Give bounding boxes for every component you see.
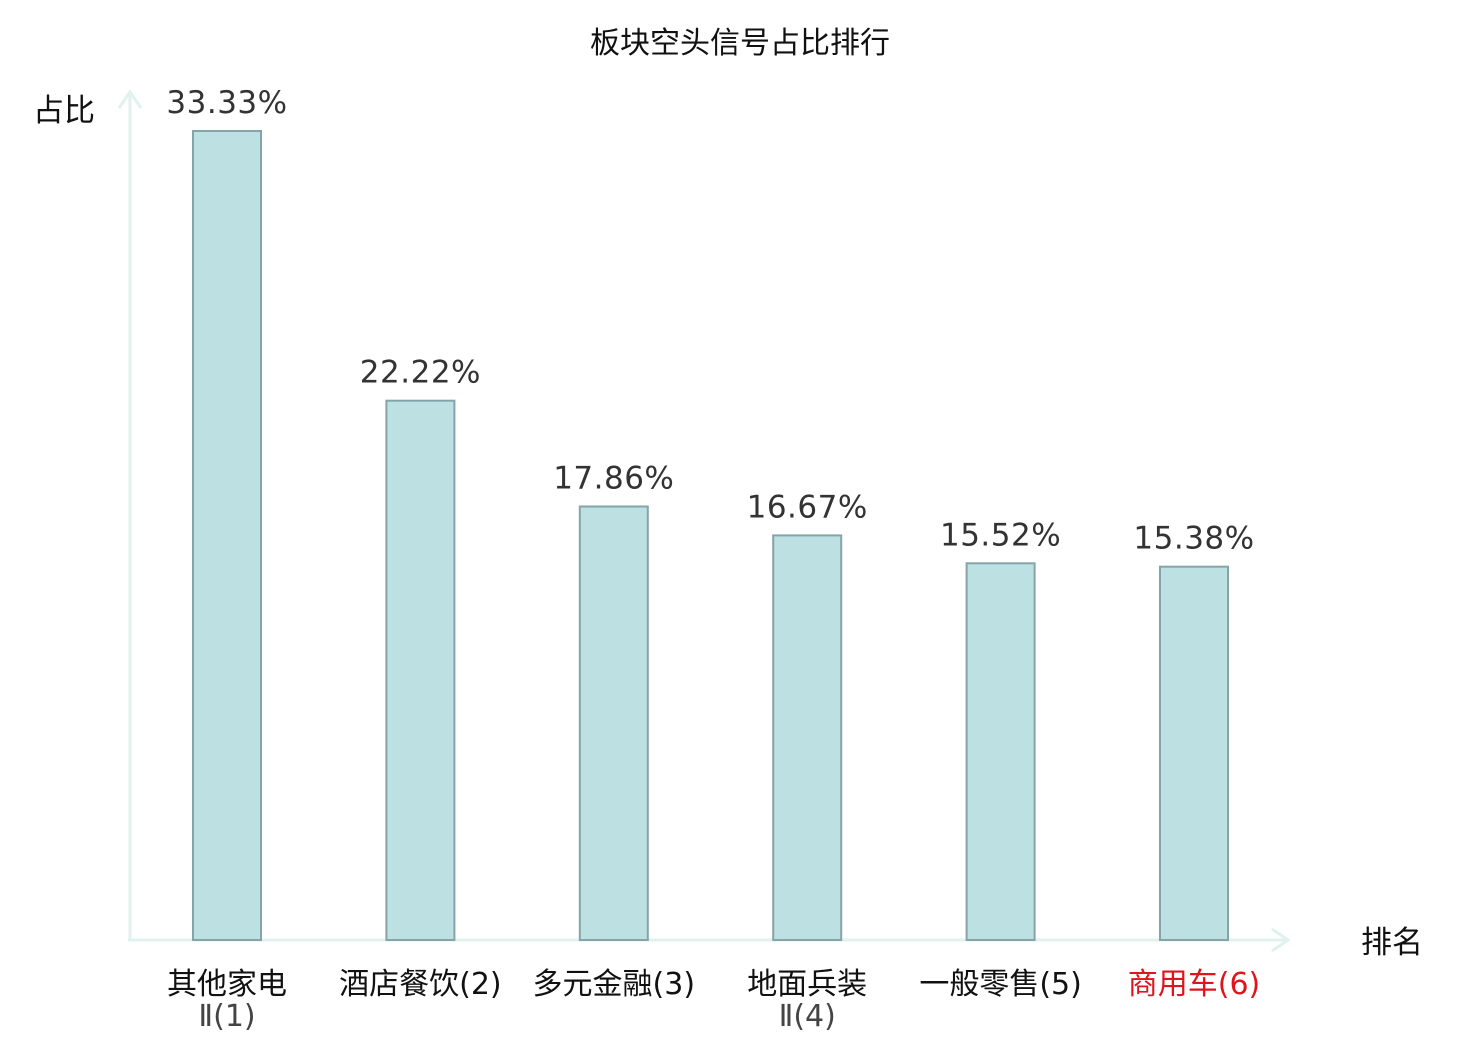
category-label-line: Ⅱ(4) — [779, 999, 836, 1034]
category-label-line: 地面兵装 — [747, 967, 867, 1002]
bar-2 — [385, 399, 456, 941]
category-label-line: 多元金融(3) — [533, 967, 696, 1002]
bar-1 — [192, 130, 262, 941]
value-label-1: 33.33% — [166, 85, 287, 121]
category-label-line: 其他家电 — [167, 967, 287, 1002]
bar-3 — [578, 505, 649, 941]
chart-title: 板块空头信号占比排行 — [590, 26, 890, 61]
bars-group — [192, 130, 1229, 942]
bar-6 — [1159, 565, 1229, 941]
category-label-line: 商用车(6) — [1128, 967, 1261, 1002]
value-label-6: 15.38% — [1133, 521, 1254, 557]
value-label-3: 17.86% — [553, 461, 674, 497]
category-label-5: 一般零售(5) — [919, 967, 1082, 1002]
axes — [117, 89, 1291, 953]
bar-4 — [772, 534, 843, 942]
category-label-line: 一般零售(5) — [919, 967, 1082, 1002]
category-label-line: Ⅱ(1) — [198, 999, 255, 1034]
category-label-2: 酒店餐饮(2) — [339, 967, 502, 1002]
value-labels-group: 33.33% 22.22% 17.86% 16.67% 15.52% 15.38% — [166, 85, 1254, 557]
y-axis-label: 占比 — [33, 93, 95, 129]
value-label-5: 15.52% — [940, 517, 1061, 553]
category-label-6: 商用车(6) — [1128, 967, 1261, 1002]
category-label-line: 酒店餐饮(2) — [339, 967, 502, 1002]
x-axis-arrow — [1271, 927, 1291, 953]
value-label-4: 16.67% — [747, 489, 868, 525]
y-axis-arrow — [117, 89, 143, 109]
category-label-3: 多元金融(3) — [533, 967, 696, 1002]
value-label-2: 22.22% — [360, 355, 481, 391]
x-axis-label: 排名 — [1361, 925, 1423, 961]
bar-5 — [965, 562, 1036, 941]
